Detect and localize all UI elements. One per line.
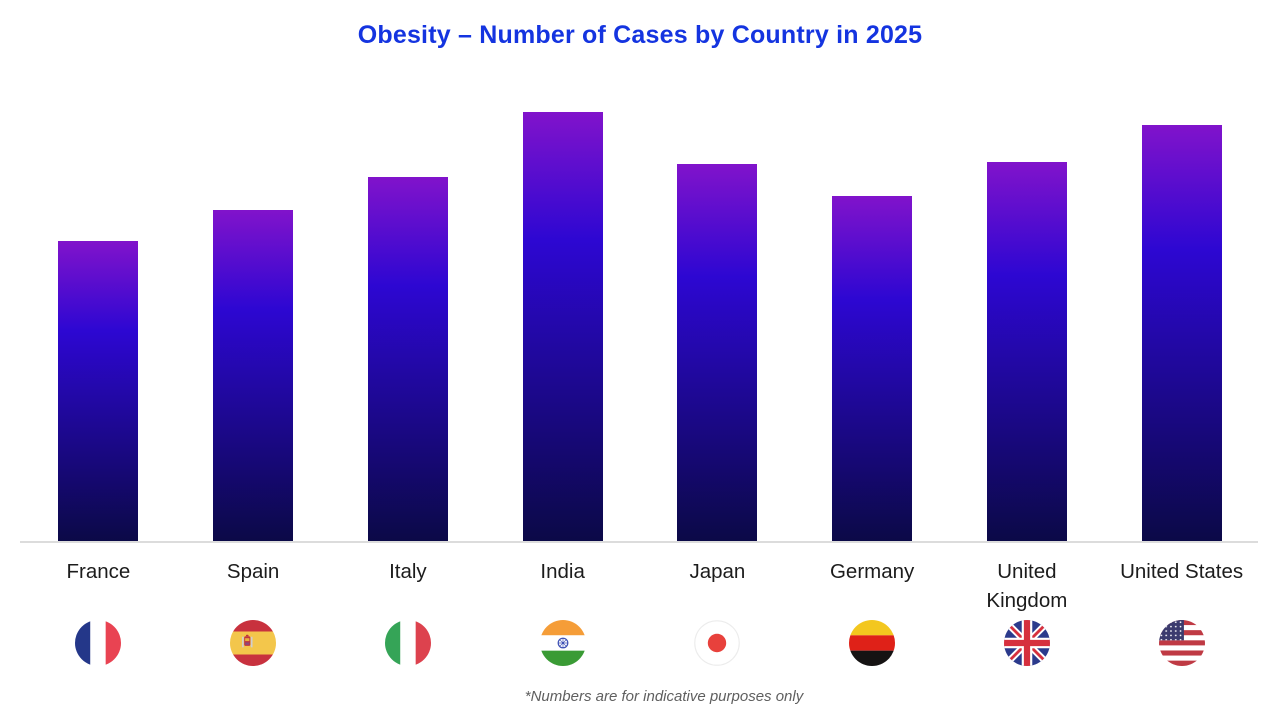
bar-france — [58, 241, 139, 541]
bar-germany — [832, 196, 913, 541]
bar-column — [176, 100, 331, 541]
spain-flag-icon — [230, 620, 277, 666]
label-united-kingdom: United Kingdom — [986, 560, 1068, 612]
us-flag-icon — [1158, 620, 1205, 666]
label-united-states: United States — [1120, 560, 1244, 583]
flags-row — [21, 620, 1259, 666]
bar-column — [331, 100, 486, 541]
bar-united-kingdom — [986, 162, 1067, 541]
bar-column — [485, 100, 640, 541]
chart-title: Obesity – Number of Cases by Country in … — [357, 21, 923, 49]
italy-flag-icon — [384, 620, 431, 666]
bar-column — [795, 100, 950, 541]
footnote: *Numbers are for indicative purposes onl… — [524, 688, 804, 705]
bar-column — [640, 100, 795, 541]
label-india: India — [540, 560, 585, 583]
label-italy: Italy — [389, 560, 427, 583]
bar-column — [950, 100, 1105, 541]
germany-flag-icon — [849, 620, 896, 666]
bar-column — [1104, 100, 1259, 541]
bar-italy — [367, 177, 448, 541]
india-flag-icon — [539, 620, 586, 666]
bar-united-states — [1141, 125, 1222, 541]
x-axis-baseline — [20, 541, 1258, 543]
label-germany: Germany — [829, 560, 915, 583]
label-japan: Japan — [689, 560, 746, 583]
france-flag-icon — [75, 620, 122, 666]
bar-japan — [677, 164, 758, 541]
bar-column — [21, 100, 176, 541]
japan-flag-icon — [694, 620, 741, 666]
bar-india — [522, 112, 603, 541]
bar-spain — [213, 210, 294, 541]
label-spain: Spain — [226, 560, 280, 583]
bar-plot-area — [21, 100, 1259, 541]
category-labels-row: France Spain Italy India Japan Germany U… — [21, 557, 1259, 615]
label-france: France — [66, 560, 131, 583]
uk-flag-icon — [1003, 620, 1050, 666]
